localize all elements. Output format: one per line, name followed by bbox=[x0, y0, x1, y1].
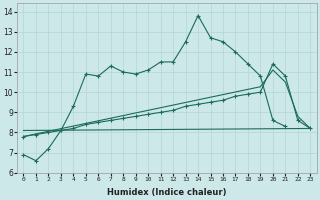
X-axis label: Humidex (Indice chaleur): Humidex (Indice chaleur) bbox=[107, 188, 227, 197]
